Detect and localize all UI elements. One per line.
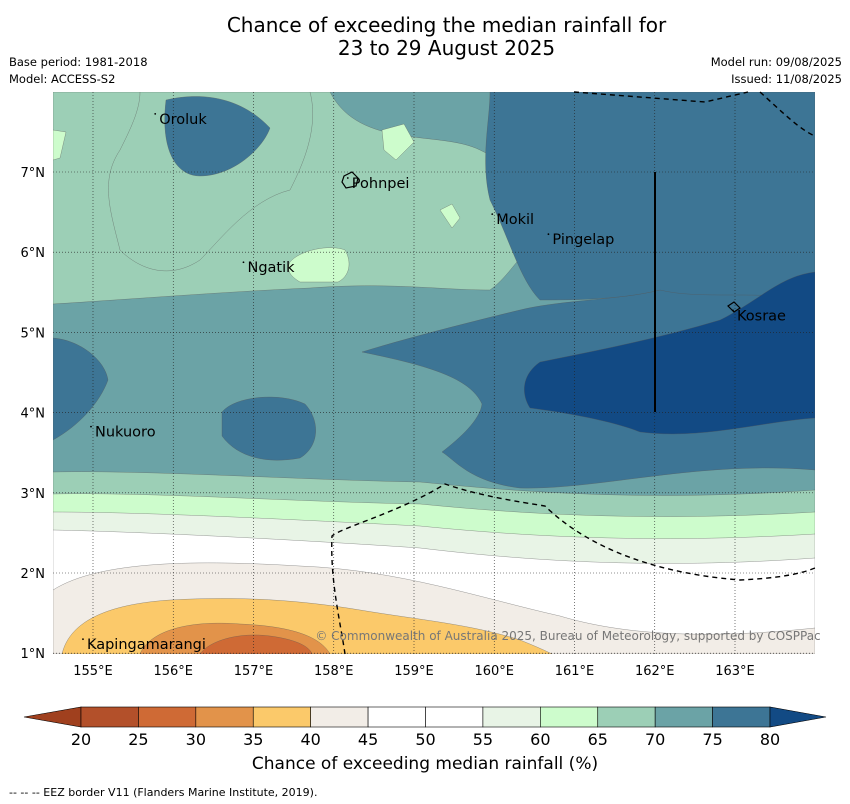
model-run: Model run: 09/08/2025 <box>710 55 842 69</box>
colorbar-tick-label: 55 <box>473 730 493 749</box>
colorbar: 20 25 30 35 40 45 50 55 60 65 70 75 80 <box>23 706 827 749</box>
colorbar-tick-label: 65 <box>588 730 608 749</box>
model-name: Model: ACCESS-S2 <box>9 72 116 86</box>
island-marker <box>82 638 84 641</box>
island-marker <box>732 309 734 312</box>
colorbar-tick-label: 30 <box>186 730 206 749</box>
longitude-ticks: 155°E 156°E 157°E 158°E 159°E 160°E 161°E 162°E… <box>73 664 755 679</box>
longitude-tick-label: 161°E <box>555 664 595 679</box>
colorbar-tick-label: 20 <box>71 730 91 749</box>
contour-75-80-west <box>53 337 109 441</box>
contour-field <box>53 92 815 654</box>
issued-date: Issued: 11/08/2025 <box>731 72 842 86</box>
colorbar-segment <box>712 706 771 728</box>
base-period: Base period: 1981-2018 <box>9 55 148 69</box>
colorbar-segment <box>80 706 139 728</box>
place-label-kapingamarangi: Kapingamarangi <box>87 637 206 653</box>
place-label-ngatik: Ngatik <box>247 260 295 276</box>
latitude-tick-label: 1°N <box>21 647 46 662</box>
latitude-tick-label: 6°N <box>21 246 46 261</box>
colorbar-tick-label: 80 <box>760 730 780 749</box>
longitude-tick-label: 157°E <box>234 664 274 679</box>
colorbar-segment <box>138 706 197 728</box>
colorbar-tick-label: 40 <box>300 730 320 749</box>
latitude-tick-label: 2°N <box>21 567 46 582</box>
colorbar-segment <box>482 706 541 728</box>
pohnpei-outline <box>341 171 359 189</box>
copyright-notice: © Commonwealth of Australia 2025, Bureau… <box>315 629 820 643</box>
latitude-ticks: 7°N 6°N 5°N 4°N 3°N 2°N 1°N <box>21 166 46 662</box>
island-marker <box>242 261 245 264</box>
colorbar-tick-label: 75 <box>702 730 722 749</box>
meta-right: Model run: 09/08/2025 Issued: 11/08/2025 <box>711 54 842 88</box>
eez-footnote: -- -- -- EEZ border V11 (Flanders Marine… <box>9 786 318 799</box>
island-marker <box>547 233 550 236</box>
colorbar-high-extension <box>769 706 827 728</box>
colorbar-tick-label: 60 <box>530 730 550 749</box>
colorbar-segment <box>252 706 311 728</box>
colorbar-segment <box>310 706 369 728</box>
kosrae-outline <box>727 301 741 313</box>
place-labels: Oroluk Pohnpei Mokil Pingelap Ngatik Kosrae Nu… <box>82 112 786 653</box>
colorbar-segment <box>654 706 713 728</box>
place-label-oroluk: Oroluk <box>159 112 207 128</box>
latitude-tick-label: 7°N <box>21 166 46 181</box>
colorbar-tick-label: 45 <box>358 730 378 749</box>
contour-25-30-south <box>199 634 313 654</box>
place-label-nukuoro: Nukuoro <box>95 425 156 441</box>
latitude-tick-label: 3°N <box>21 487 46 502</box>
longitude-tick-label: 156°E <box>153 664 193 679</box>
contour-60-65-blob-d <box>53 129 67 161</box>
contour-80-plus <box>524 271 815 435</box>
place-label-pohnpei: Pohnpei <box>352 176 410 192</box>
colorbar-segment <box>425 706 484 728</box>
island-marker <box>346 177 349 179</box>
graticule <box>53 92 815 654</box>
colorbar-tick-label: 50 <box>415 730 435 749</box>
contour-60-65-blob-b <box>381 123 415 161</box>
longitude-tick-label: 159°E <box>394 664 434 679</box>
title-line-1: Chance of exceeding the median rainfall … <box>226 13 667 37</box>
colorbar-segment <box>597 706 656 728</box>
title-line-2: 23 to 29 August 2025 <box>337 36 556 60</box>
colorbar-tick-label: 35 <box>243 730 263 749</box>
latitude-tick-label: 5°N <box>21 326 46 341</box>
colorbar-segment <box>195 706 254 728</box>
eez-border <box>331 91 816 655</box>
colorbar-segment <box>367 706 426 728</box>
contour-75-80-northwest <box>164 96 271 177</box>
longitude-tick-label: 160°E <box>474 664 514 679</box>
latitude-tick-label: 4°N <box>21 407 46 422</box>
island-marker <box>154 112 157 115</box>
longitude-tick-label: 155°E <box>73 664 113 679</box>
colorbar-tick-label: 70 <box>645 730 665 749</box>
place-label-pingelap: Pingelap <box>552 232 614 248</box>
place-label-kosrae: Kosrae <box>737 308 786 324</box>
contour-75-80-northeast <box>485 92 815 301</box>
colorbar-low-extension <box>23 706 82 728</box>
island-marker <box>491 213 494 216</box>
colorbar-title: Chance of exceeding median rainfall (%) <box>251 754 599 774</box>
chart-title: Chance of exceeding the median rainfall … <box>0 14 850 60</box>
colorbar-tick-label: 25 <box>128 730 148 749</box>
longitude-tick-label: 163°E <box>715 664 755 679</box>
contour-60-65-blob-a <box>288 247 350 283</box>
island-marker <box>90 425 92 428</box>
meta-left: Base period: 1981-2018 Model: ACCESS-S2 <box>9 54 148 88</box>
place-label-mokil: Mokil <box>496 212 534 228</box>
colorbar-segment <box>540 706 599 728</box>
contour-60-65-blob-c <box>439 203 461 229</box>
longitude-tick-label: 158°E <box>314 664 354 679</box>
longitude-tick-label: 162°E <box>635 664 675 679</box>
